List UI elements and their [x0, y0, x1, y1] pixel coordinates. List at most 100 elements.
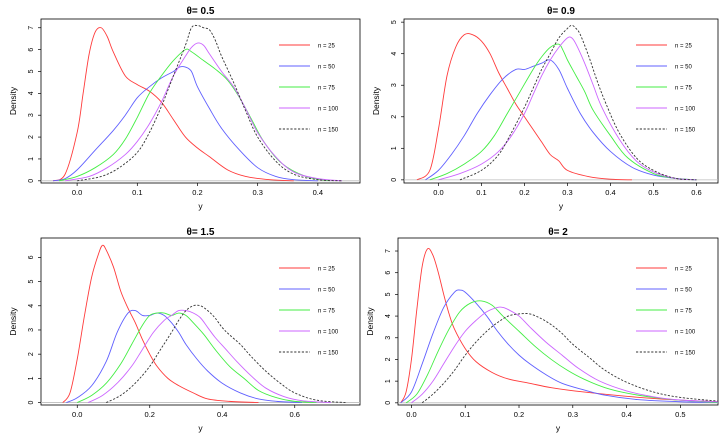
density-curve-n100 — [87, 309, 332, 404]
series-group — [416, 24, 697, 181]
y-tick-label: 2 — [28, 135, 35, 139]
y-tick-label: 6 — [28, 48, 35, 52]
x-tick-label: 0.6 — [290, 410, 300, 419]
panel-title: θ= 1.5 — [187, 227, 215, 238]
y-tick-label: 3 — [385, 336, 392, 340]
y-tick-label: 4 — [385, 314, 392, 318]
x-tick-label: 0.2 — [514, 410, 524, 419]
y-tick-label: 0 — [391, 178, 398, 182]
y-tick-label: 2 — [28, 352, 35, 356]
y-tick-label: 4 — [391, 52, 398, 56]
y-axis-label: Density — [371, 86, 381, 115]
panel-title: θ= 0.9 — [547, 6, 575, 17]
y-tick-label: 1 — [391, 146, 398, 150]
legend-label: n = 50 — [318, 65, 336, 71]
plot-frame — [40, 237, 361, 406]
series-group — [62, 244, 346, 404]
x-axis-label: y — [559, 201, 564, 211]
legend-label: n = 50 — [675, 288, 693, 294]
y-tick-label: 3 — [28, 328, 35, 332]
legend-label: n = 75 — [675, 86, 693, 92]
x-axis-label: y — [556, 423, 561, 433]
y-tick-label: 7 — [385, 249, 392, 253]
y-axis-label: Density — [365, 307, 375, 336]
y-tick-label: 5 — [391, 20, 398, 24]
x-tick-label: 0.0 — [433, 188, 443, 197]
density-curve-n50 — [52, 66, 318, 182]
density-curve-n100 — [64, 42, 342, 182]
y-tick-label: 6 — [28, 255, 35, 259]
x-tick-label: 0.4 — [313, 188, 323, 197]
density-curve-n50 — [425, 59, 697, 181]
density-curve-n25 — [400, 247, 718, 404]
density-curve-n150 — [421, 313, 718, 404]
x-tick-label: 0.1 — [460, 410, 470, 419]
density-curve-n75 — [77, 312, 317, 404]
y-tick-label: 2 — [391, 115, 398, 119]
y-axis-label: Density — [8, 307, 18, 336]
y-tick-label: 1 — [28, 157, 35, 161]
legend-label: n = 100 — [318, 107, 339, 113]
legend-label: n = 150 — [675, 351, 696, 357]
x-axis-label: y — [198, 201, 203, 211]
y-tick-label: 5 — [28, 69, 35, 73]
x-tick-label: 0.2 — [519, 188, 529, 197]
density-curve-n75 — [405, 300, 718, 404]
density-curve-n50 — [400, 289, 718, 404]
plot-frame — [40, 18, 361, 184]
y-tick-label: 0 — [385, 401, 392, 405]
density-curve-n75 — [429, 43, 697, 181]
x-axis-label: y — [198, 423, 203, 433]
y-tick-label: 0 — [28, 179, 35, 183]
density-panel-2: θ= 0.9 0.0 0.1 0.2 0.3 0.4 0.5 0.6 0 1 2 3 4 5 y Densit… — [371, 6, 719, 211]
legend-label: n = 150 — [675, 128, 696, 134]
x-tick-label: 0.5 — [648, 188, 658, 197]
x-tick-label: 0.1 — [132, 188, 142, 197]
legend-label: n = 75 — [675, 309, 693, 315]
y-tick-label: 7 — [28, 26, 35, 30]
y-tick-label: 2 — [385, 357, 392, 361]
x-tick-label: 0.3 — [252, 188, 262, 197]
density-curve-n50 — [66, 309, 303, 404]
x-tick-label: 0.6 — [691, 188, 701, 197]
legend-label: n = 25 — [318, 44, 336, 50]
y-tick-label: 5 — [28, 280, 35, 284]
x-tick-label: 0.0 — [72, 410, 82, 419]
x-tick-label: 0.3 — [568, 410, 578, 419]
x-tick-label: 0.4 — [605, 188, 615, 197]
legend-label: n = 25 — [675, 267, 693, 273]
legend-label: n = 100 — [318, 330, 339, 336]
y-tick-label: 4 — [28, 304, 35, 308]
legend-label: n = 75 — [318, 309, 336, 315]
y-tick-label: 1 — [385, 379, 392, 383]
legend-label: n = 150 — [318, 128, 339, 134]
x-tick-label: 0.3 — [562, 188, 572, 197]
legend-label: n = 150 — [318, 351, 339, 357]
density-curve-n100 — [411, 306, 718, 404]
y-tick-label: 3 — [28, 113, 35, 117]
density-panel-3: θ= 1.5 0.0 0.2 0.4 0.6 0 1 2 3 4 5 6 y Density n = 25 n… — [8, 227, 361, 433]
density-curve-n25 — [52, 27, 294, 182]
x-tick-label: 0.0 — [72, 188, 82, 197]
legend-label: n = 50 — [675, 65, 693, 71]
legend-label: n = 25 — [675, 44, 693, 50]
x-tick-label: 0.2 — [192, 188, 202, 197]
panel-title: θ= 2 — [548, 227, 568, 238]
series-group — [400, 247, 718, 404]
y-tick-label: 1 — [28, 376, 35, 380]
series-group — [52, 24, 342, 182]
y-tick-label: 6 — [385, 271, 392, 275]
density-curve-n100 — [438, 36, 697, 181]
legend-label: n = 100 — [675, 330, 696, 336]
x-tick-label: 0.2 — [145, 410, 155, 419]
density-curve-n150 — [106, 304, 346, 404]
legend-label: n = 50 — [318, 288, 336, 294]
legend-label: n = 75 — [318, 86, 336, 92]
x-tick-label: 0.5 — [675, 410, 685, 419]
legend-label: n = 25 — [318, 267, 336, 273]
x-tick-label: 0.0 — [406, 410, 416, 419]
plot-frame — [397, 237, 719, 406]
y-tick-label: 4 — [28, 91, 35, 95]
